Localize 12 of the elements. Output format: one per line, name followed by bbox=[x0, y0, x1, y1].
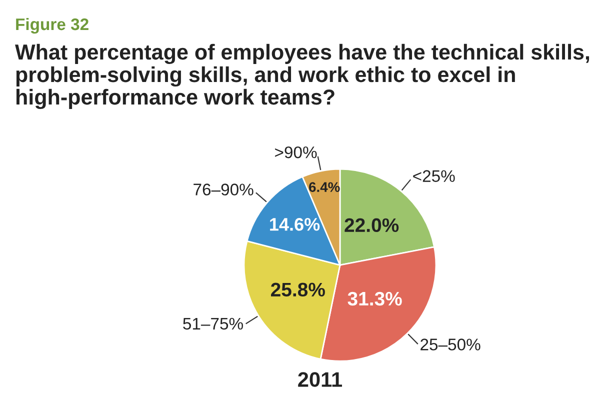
caption: Figure 32 bbox=[16, 18, 88, 34]
data-label: 14.6% bbox=[270, 218, 320, 231]
data-label: 31.3% bbox=[348, 292, 402, 306]
data-label: 22.0% bbox=[344, 218, 399, 232]
data-label: 25.8% bbox=[271, 282, 325, 297]
slice-label: 51–75% bbox=[183, 318, 243, 330]
slice-label: >90% bbox=[275, 146, 317, 158]
slice-label: <25% bbox=[413, 170, 455, 182]
chart-title: What percentage of employees have the technical skills, problem-solving skills, and work ethic to excel in high-performance work teams? bbox=[15, 44, 590, 110]
text: 2011 bbox=[298, 372, 342, 387]
slice-label: 25–50% bbox=[420, 338, 480, 350]
slice-label: 76–90% bbox=[194, 184, 254, 196]
